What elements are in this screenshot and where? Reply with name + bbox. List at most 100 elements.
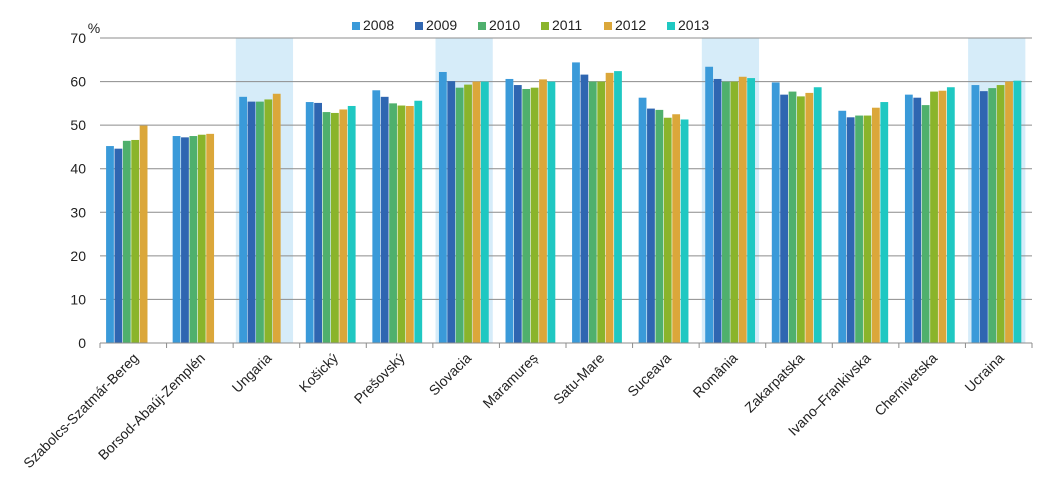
bar [871,107,880,343]
bar [405,105,414,343]
bar [813,87,822,343]
legend-label: 2009 [426,17,457,33]
bar [938,90,947,343]
bar [663,117,672,343]
bar [971,85,980,344]
bar [838,110,847,343]
bar [122,140,131,343]
bar [372,90,381,344]
bar [588,81,597,344]
bar [172,136,181,343]
y-tick-label: 20 [70,248,86,264]
x-tick-label: România [690,350,741,401]
bar [913,97,922,343]
bar [206,133,215,343]
bar [522,88,531,343]
bar [539,79,547,344]
legend-swatch [352,22,360,30]
x-tick-label: Maramureș [479,350,540,411]
legend-label: 2011 [552,17,582,33]
y-tick-label: 60 [70,74,86,90]
x-tick-label: Zakarpatska [741,350,807,416]
bar [380,96,389,343]
bar [780,94,788,344]
bar [464,84,472,343]
bar [705,66,714,343]
bar [447,81,456,343]
y-tick-label: 10 [70,291,86,307]
bar [305,102,314,343]
y-tick-label: 0 [78,335,86,351]
bar [904,94,913,344]
bar [239,96,248,343]
bar [730,81,739,344]
bar [655,109,664,344]
bar [247,101,256,343]
bar [605,72,614,343]
bar [272,93,281,344]
x-tick-label: Ungaria [229,350,275,396]
bar [946,87,955,343]
bar [339,109,348,343]
x-tick-label: Satu-Mare [550,350,608,408]
bar [139,125,148,343]
bar [572,62,580,344]
bar [314,102,322,344]
bar [547,81,556,344]
x-tick-label: Suceava [624,350,674,400]
bar [722,81,730,344]
y-tick-label: 50 [70,117,86,133]
x-tick-label: Slovacia [426,350,475,399]
x-tick-label: Szabolcs-Szatmár-Bereg [20,350,141,471]
legend-swatch [541,22,549,30]
bar [331,112,339,343]
bar [505,78,514,343]
bar [672,114,681,343]
bar [455,87,464,344]
bar [680,119,689,343]
bar [713,78,722,343]
bar [1013,80,1022,343]
bar [414,100,423,343]
bar [480,81,489,344]
bar [197,134,206,343]
legend-swatch [415,22,423,30]
bar [438,71,447,343]
bar [747,78,756,343]
bar [738,76,747,344]
bar [264,99,273,343]
bar [597,81,606,344]
bar [580,74,589,343]
legend-label: 2010 [489,17,520,33]
bar [614,71,622,343]
bar [855,115,863,343]
bar [131,139,140,343]
y-tick-label: 70 [70,30,86,46]
bar [788,91,797,343]
bar [114,148,123,343]
y-axis-label: % [88,20,100,36]
bar [863,115,872,343]
bar [921,105,930,343]
legend-label: 2013 [678,17,709,33]
legend-label: 2012 [615,17,646,33]
legend-swatch [604,22,612,30]
bar [513,85,522,344]
y-tick-label: 30 [70,204,86,220]
bar [347,105,356,343]
bar [530,87,539,344]
bar [397,105,406,344]
x-tick-label: Chernivetska [871,350,940,419]
legend-swatch [478,22,486,30]
y-tick-label: 40 [70,161,86,177]
bar [846,117,855,343]
bar [996,85,1005,344]
bar [880,102,889,343]
x-tick-label: Prešovský [351,350,408,407]
legend-swatch [667,22,675,30]
bar [181,137,189,343]
bar [988,88,997,343]
bar [771,82,780,343]
